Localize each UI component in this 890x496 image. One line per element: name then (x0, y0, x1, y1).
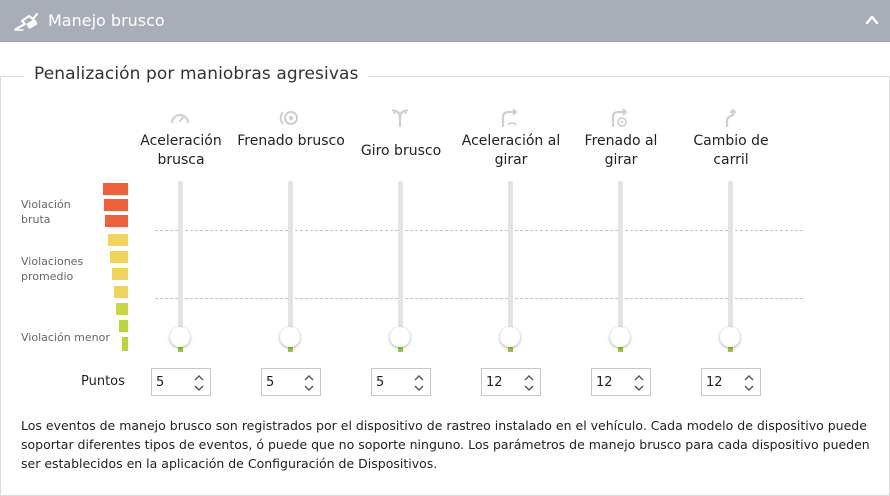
turn-braking-icon (611, 108, 628, 127)
points-spinner-frenado-brusco[interactable] (261, 368, 321, 396)
spin-down-icon[interactable] (414, 384, 424, 392)
acceleration-gauge-icon (171, 114, 189, 124)
chevron-up-icon[interactable] (864, 12, 880, 28)
points-input[interactable] (266, 373, 300, 391)
description-text: Los eventos de manejo brusco son registr… (21, 418, 870, 471)
slider-fill (508, 347, 513, 352)
column-label-frenado-al-girar: Frenado al girar (584, 133, 658, 168)
slider-fill (728, 347, 733, 352)
slider-fill (618, 347, 623, 352)
points-input[interactable] (376, 373, 410, 391)
column-label-cambio-de-carril: Cambio de carril (693, 133, 769, 168)
severity-bar (103, 183, 128, 195)
section-header[interactable]: Manejo brusco (0, 0, 890, 42)
severity-divider (155, 298, 803, 299)
severity-bar (110, 251, 128, 263)
slider-track-frenado-al-girar[interactable] (618, 181, 623, 343)
section-header-title: Manejo brusco (48, 11, 165, 30)
lane-change-icon (725, 108, 737, 127)
severity-bar (108, 234, 128, 246)
spin-up-icon[interactable] (524, 374, 534, 382)
spin-down-icon[interactable] (634, 384, 644, 392)
severity-label-minor: Violación menor (21, 331, 110, 344)
slider-track-cambio-de-carril[interactable] (728, 181, 733, 343)
severity-bar (105, 215, 128, 227)
spin-down-icon[interactable] (744, 384, 754, 392)
points-spinner-aceleracion-al-girar[interactable] (481, 368, 541, 396)
points-input[interactable] (486, 373, 520, 391)
severity-label-average: Violaciones promedio (21, 255, 84, 283)
points-input[interactable] (706, 373, 740, 391)
slider-handle-giro-brusco[interactable] (390, 327, 410, 347)
slider-fill (398, 347, 403, 352)
severity-bar (114, 286, 128, 298)
slider-track-giro-brusco[interactable] (398, 181, 403, 343)
panel-title: Penalización por maniobras agresivas (24, 64, 369, 84)
severity-bar (116, 303, 128, 315)
turn-acceleration-icon (501, 108, 518, 127)
column-label-aceleracion-brusca: Aceleración brusca (140, 133, 222, 168)
severity-bar (104, 199, 128, 211)
points-label: Puntos (81, 374, 125, 389)
points-input[interactable] (596, 373, 630, 391)
spin-down-icon[interactable] (524, 384, 534, 392)
spin-down-icon[interactable] (194, 384, 204, 392)
spin-up-icon[interactable] (744, 374, 754, 382)
severity-bar (119, 320, 128, 332)
slider-handle-frenado-al-girar[interactable] (610, 327, 630, 347)
slider-fill (178, 347, 183, 352)
points-spinner-frenado-al-girar[interactable] (591, 368, 651, 396)
slider-fill (288, 347, 293, 352)
sharp-turn-icon (391, 109, 409, 127)
spin-down-icon[interactable] (304, 384, 314, 392)
slider-track-frenado-brusco[interactable] (288, 181, 293, 343)
slider-track-aceleracion-al-girar[interactable] (508, 181, 513, 343)
slider-track-aceleracion-brusca[interactable] (178, 181, 183, 343)
severity-label-gross: Violación bruta (21, 198, 71, 226)
slider-handle-cambio-de-carril[interactable] (720, 327, 740, 347)
spin-up-icon[interactable] (634, 374, 644, 382)
points-spinner-aceleracion-brusca[interactable] (151, 368, 211, 396)
points-input[interactable] (156, 373, 190, 391)
spin-up-icon[interactable] (414, 374, 424, 382)
slider-handle-aceleracion-al-girar[interactable] (500, 327, 520, 347)
column-label-frenado-brusco: Frenado brusco (237, 133, 345, 149)
slider-handle-frenado-brusco[interactable] (280, 327, 300, 347)
steering-skid-icon (14, 12, 39, 31)
slider-handle-aceleracion-brusca[interactable] (170, 327, 190, 347)
column-label-aceleracion-al-girar: Aceleración al girar (461, 133, 561, 168)
points-spinner-cambio-de-carril[interactable] (701, 368, 761, 396)
column-label-giro-brusco: Giro brusco (360, 143, 442, 159)
spin-up-icon[interactable] (194, 374, 204, 382)
points-spinner-giro-brusco[interactable] (371, 368, 431, 396)
severity-divider (155, 230, 803, 231)
spin-up-icon[interactable] (304, 374, 314, 382)
severity-bar (122, 337, 128, 351)
severity-bar (112, 268, 128, 280)
braking-icon (279, 111, 298, 125)
